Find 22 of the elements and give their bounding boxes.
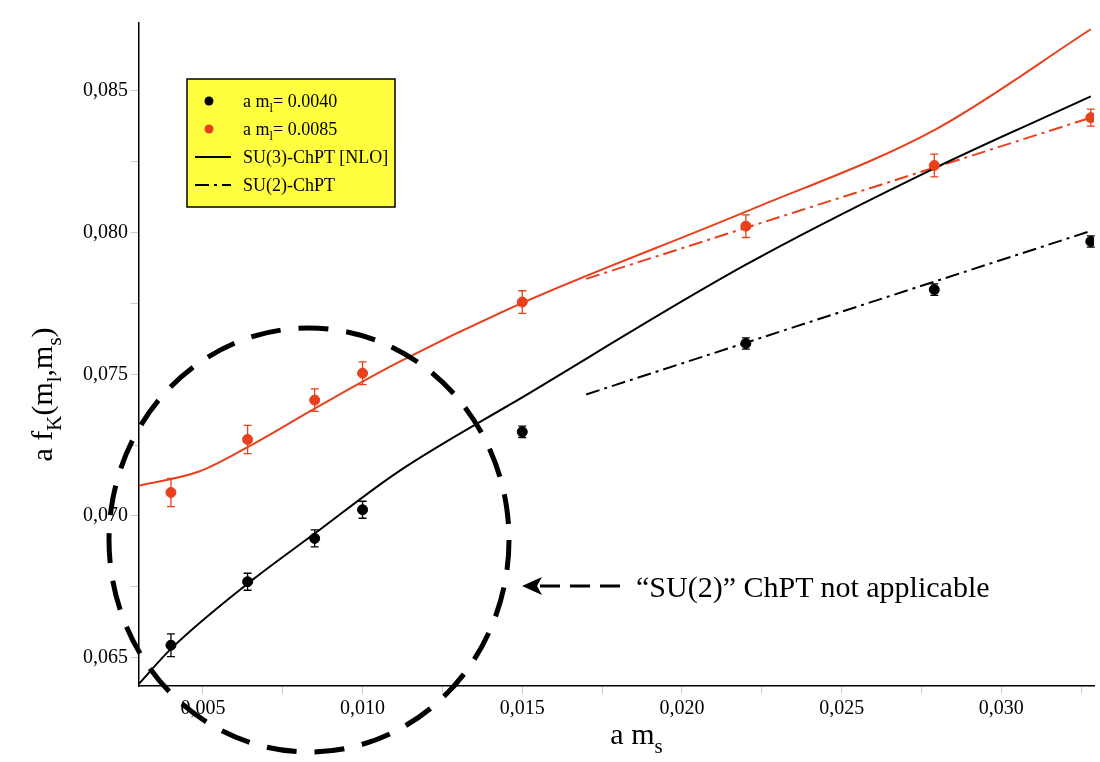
annotation: “SU(2)” ChPT not applicable [636,570,990,604]
y-tick-label: 0,080 [83,219,128,242]
point [242,576,254,588]
point [242,434,254,445]
x-tick-label: 0,020 [659,696,705,719]
x-tick-label: 0,025 [819,696,865,719]
legend-label: SU(2)-ChPT [243,175,336,196]
y-tick-label: 0,085 [83,78,128,101]
point [309,394,321,406]
y-tick-label: 0,070 [83,503,128,526]
y-axis-title: a fK(ml,ms) [25,327,66,462]
point [516,296,528,308]
legend-label: SU(3)-ChPT [NLO] [243,147,389,168]
x-tick-label: 0,010 [340,696,386,719]
y-tick-label: 0,065 [83,644,128,667]
point [357,504,369,516]
x-tick-label: 0,030 [978,696,1024,719]
point [357,367,369,379]
x-tick-label: 0,015 [499,696,545,719]
point [309,532,321,544]
point [928,160,940,172]
y-tick-label: 0,075 [83,361,128,384]
